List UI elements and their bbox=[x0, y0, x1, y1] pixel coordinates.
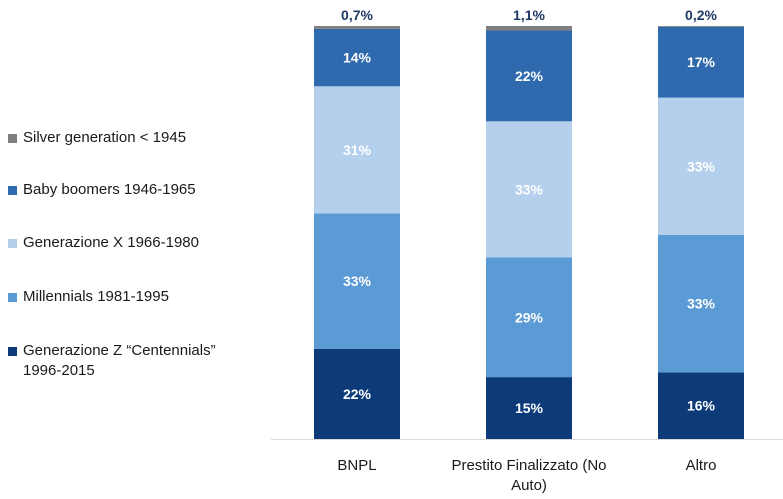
bar-segment bbox=[658, 97, 744, 235]
data-label: 33% bbox=[515, 181, 544, 197]
data-label: 16% bbox=[687, 398, 716, 414]
data-label: 33% bbox=[687, 296, 716, 312]
legend-swatch bbox=[8, 239, 17, 248]
data-label: 17% bbox=[687, 54, 716, 70]
bar-top-label: 0,7% bbox=[341, 7, 373, 23]
legend-swatch bbox=[8, 293, 17, 302]
category-label: Auto) bbox=[511, 477, 547, 494]
data-label: 29% bbox=[515, 309, 544, 325]
bar-segment bbox=[314, 86, 400, 214]
data-label: 31% bbox=[343, 142, 372, 158]
legend-label: Baby boomers 1946-1965 bbox=[23, 181, 196, 198]
top-labels-group: 0,7% 1,1% 0,2% bbox=[341, 7, 717, 23]
bar-segment bbox=[658, 234, 744, 373]
category-label: BNPL bbox=[337, 457, 376, 474]
legend-item: Baby boomers 1946-1965 bbox=[8, 180, 233, 200]
bar-top-label: 0,2% bbox=[685, 7, 717, 23]
legend-item: Millennials 1981-1995 bbox=[8, 287, 233, 307]
data-label: 22% bbox=[343, 386, 372, 402]
bar-segment bbox=[658, 26, 744, 27]
bar-segment bbox=[658, 26, 744, 98]
bar-segment bbox=[314, 26, 400, 29]
bar-segment bbox=[486, 121, 572, 258]
bar-segment bbox=[314, 28, 400, 87]
bar-segment bbox=[486, 30, 572, 122]
bar-segment bbox=[486, 257, 572, 378]
bar-segment bbox=[658, 372, 744, 439]
legend-label: Generazione Z “Centennials” 1996-2015 bbox=[23, 342, 216, 379]
segment-labels-group: 22% 33% 31% 14% 15% 29% 33% 22% 16% 33% 33% 17% bbox=[343, 50, 716, 416]
bar-segment bbox=[486, 377, 572, 439]
legend-item: Generazione Z “Centennials” 1996-2015 bbox=[8, 341, 233, 381]
bar-segment bbox=[486, 26, 572, 31]
legend-swatch bbox=[8, 186, 17, 195]
bar-top-label: 1,1% bbox=[513, 7, 545, 23]
category-label: Prestito Finalizzato (No bbox=[451, 457, 606, 474]
bar-segment bbox=[314, 348, 400, 439]
data-label: 33% bbox=[687, 158, 716, 174]
bars-group bbox=[314, 26, 744, 439]
legend-label: Silver generation < 1945 bbox=[23, 129, 187, 146]
category-label: Altro bbox=[686, 457, 717, 474]
legend-label: Generazione X 1966-1980 bbox=[23, 234, 199, 251]
bar-segment bbox=[314, 213, 400, 349]
data-label: 15% bbox=[515, 400, 544, 416]
data-label: 33% bbox=[343, 273, 372, 289]
data-label: 14% bbox=[343, 50, 372, 66]
legend-label: Millennials 1981-1995 bbox=[23, 288, 169, 305]
legend-item: Silver generation < 1945 bbox=[8, 128, 233, 148]
legend-item: Generazione X 1966-1980 bbox=[8, 233, 233, 253]
legend-swatch bbox=[8, 134, 17, 143]
category-labels-group: BNPL Prestito Finalizzato (No Auto) Altro bbox=[337, 457, 716, 494]
legend-swatch bbox=[8, 347, 17, 356]
data-label: 22% bbox=[515, 68, 544, 84]
